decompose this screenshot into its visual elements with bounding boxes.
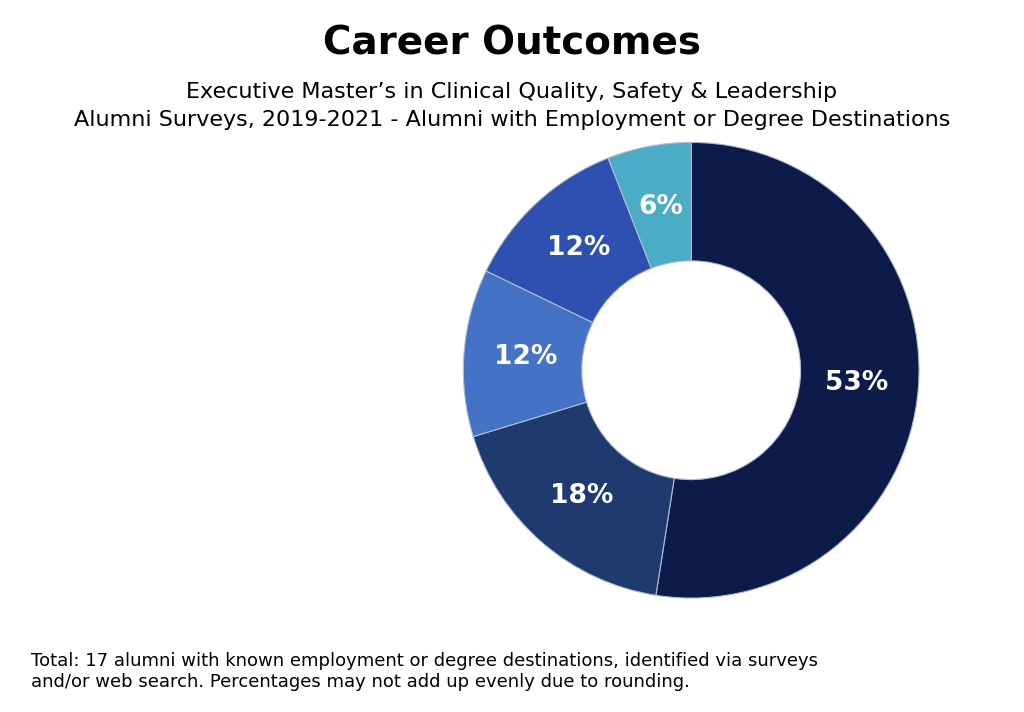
Text: Executive Master’s in Clinical Quality, Safety & Leadership: Executive Master’s in Clinical Quality, … (186, 82, 838, 102)
Wedge shape (486, 158, 651, 323)
Text: 12%: 12% (547, 235, 610, 261)
Wedge shape (473, 402, 674, 595)
Text: Career Outcomes: Career Outcomes (323, 25, 701, 63)
Text: Total: 17 alumni with known employment or degree destinations, identified via su: Total: 17 alumni with known employment o… (31, 652, 818, 691)
Wedge shape (656, 142, 919, 598)
Text: 6%: 6% (638, 194, 683, 220)
Wedge shape (608, 142, 691, 268)
Text: 12%: 12% (494, 345, 557, 370)
Text: 18%: 18% (551, 483, 613, 509)
Text: 53%: 53% (825, 370, 889, 396)
Wedge shape (464, 271, 593, 436)
Text: Alumni Surveys, 2019-2021 - Alumni with Employment or Degree Destinations: Alumni Surveys, 2019-2021 - Alumni with … (74, 110, 950, 130)
